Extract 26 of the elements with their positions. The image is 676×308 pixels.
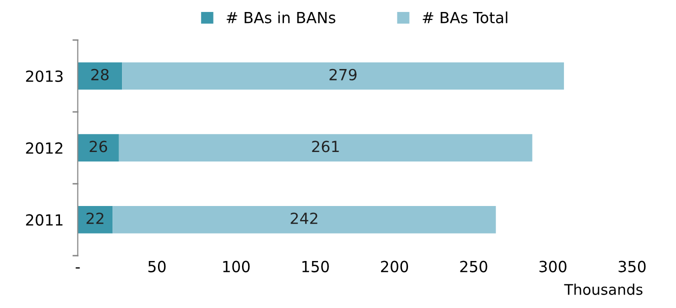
x-tick-label: 350 (618, 260, 646, 272)
bar (122, 62, 564, 90)
y-tick-label: 2011 (26, 214, 62, 226)
bar (118, 134, 532, 162)
bar (78, 62, 122, 90)
data-label: 26 (90, 140, 108, 152)
bar (78, 206, 113, 234)
x-tick-label: 250 (460, 260, 488, 272)
data-label: 28 (91, 68, 109, 80)
bar (78, 134, 119, 162)
legend-label: # BAs in BANs (226, 12, 336, 24)
data-label: 279 (330, 68, 357, 80)
data-label: 242 (290, 212, 318, 224)
y-tick-label: 2012 (26, 142, 62, 154)
data-label: 22 (86, 212, 104, 224)
y-tick-label: 2013 (26, 70, 63, 82)
x-tick-label: 50 (148, 260, 166, 272)
x-tick-label: 300 (539, 260, 566, 272)
data-label: 261 (312, 140, 339, 152)
bar (112, 206, 496, 234)
legend-label: # BAs Total (422, 12, 508, 24)
x-tick-label: 150 (302, 260, 329, 272)
x-tick-label: 200 (381, 260, 408, 272)
x-axis-title: Thousands (564, 284, 642, 295)
x-tick-label: 100 (223, 260, 250, 272)
x-tick-label: - (76, 267, 80, 269)
